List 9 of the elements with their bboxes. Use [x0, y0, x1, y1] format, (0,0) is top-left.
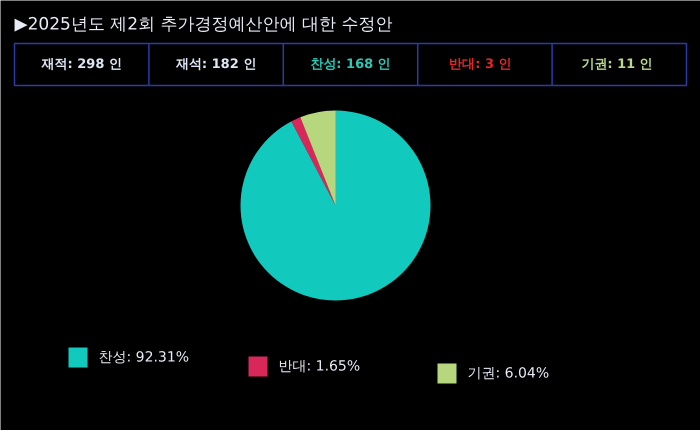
text: 반대: 3 인: [449, 57, 512, 72]
text: 재석: 182 인: [174, 57, 256, 72]
text: 찬성: 168 인: [310, 57, 391, 72]
legend-label: 찬성: 92.31%: [98, 350, 190, 366]
legend-label: 기권: 6.04%: [468, 366, 550, 382]
text: 재적: 298 인: [40, 57, 122, 72]
legend-label: 반대: 1.65%: [278, 358, 360, 374]
text: 기권: 11 인: [581, 57, 653, 72]
chart-title: ▶2025년도 제2회 추가경정예산안에 대한 수정안: [14, 14, 392, 34]
